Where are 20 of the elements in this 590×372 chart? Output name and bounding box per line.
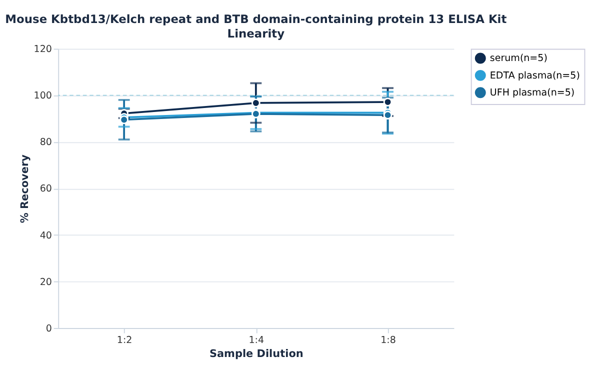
y-tick-label: 60 [40,184,52,195]
point [120,115,128,124]
y-tick-label: 20 [40,276,52,288]
y-tick-label: 0 [46,323,52,334]
legend-label: UFH plasma(n=5) [490,87,575,98]
legend-label: serum(n=5) [490,53,548,64]
point [252,98,260,108]
chart-title: Mouse Kbtbd13/Kelch repeat and BTB domain-containing protein 13 ELISA Kit [5,12,508,26]
chart-subtitle: Linearity [227,26,286,40]
legend-label: EDTA plasma(n=5) [490,70,580,82]
x-axis-title: Sample Dilution [209,348,304,360]
x-tick-label: 1:4 [248,334,264,346]
y-axis-title: % Recovery [19,154,32,224]
y-tick-label: 120 [34,44,52,56]
x-tick-label: 1:2 [116,334,132,346]
point [383,110,392,120]
y-tick-label: 80 [40,137,52,148]
y-tick-label: 100 [34,90,52,102]
x-tick-label: 1:8 [380,334,396,346]
y-tick-label: 40 [40,230,52,242]
